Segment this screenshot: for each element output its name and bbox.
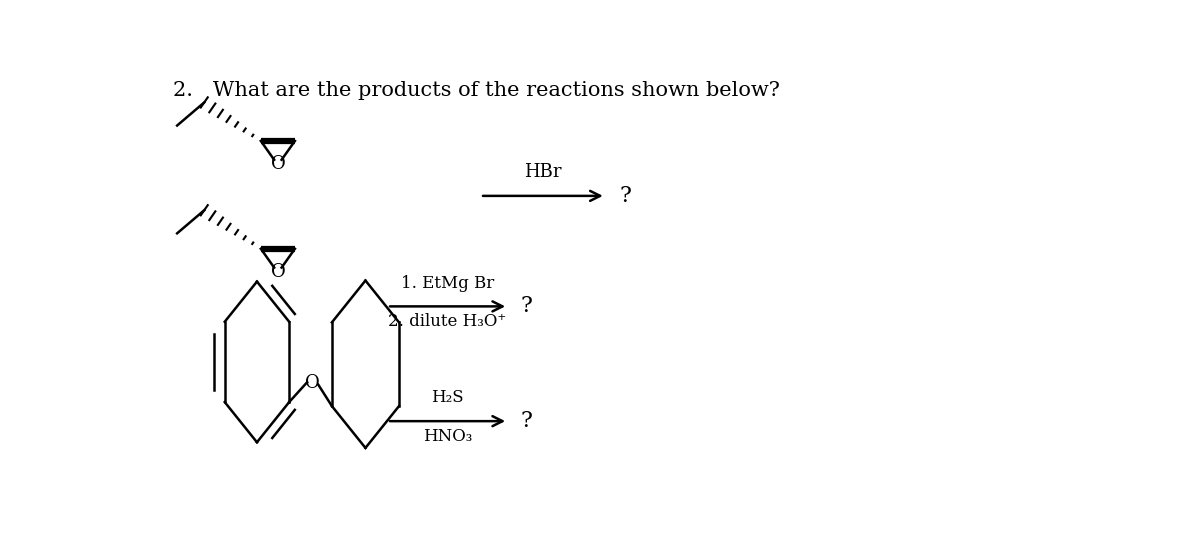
Text: ?: ? — [619, 185, 631, 207]
Text: ?: ? — [520, 410, 532, 432]
Text: H₂S: H₂S — [431, 389, 464, 406]
Text: O: O — [270, 263, 286, 281]
Text: 2. dilute H₃O⁺: 2. dilute H₃O⁺ — [389, 313, 506, 330]
Text: HBr: HBr — [524, 163, 562, 181]
Text: O: O — [270, 155, 286, 173]
Text: 1. EtMg Br: 1. EtMg Br — [401, 274, 494, 291]
Text: O: O — [305, 374, 320, 392]
Text: ?: ? — [520, 295, 532, 317]
Text: HNO₃: HNO₃ — [422, 427, 473, 444]
Text: 2.   What are the products of the reactions shown below?: 2. What are the products of the reaction… — [173, 81, 780, 100]
